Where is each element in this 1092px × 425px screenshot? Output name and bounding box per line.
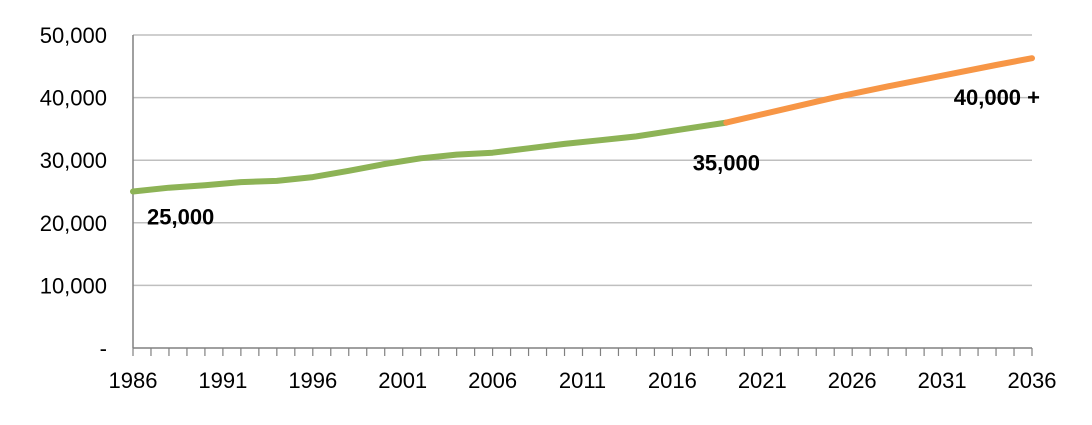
y-tick-label: 30,000 [40, 148, 107, 173]
x-tick-label: 2036 [1008, 368, 1057, 393]
data-label: 25,000 [147, 205, 214, 230]
data-annotations: 25,000 35,000 40,000 + [147, 85, 1040, 229]
x-tick-label: 2026 [828, 368, 877, 393]
x-tick-label: 1996 [288, 368, 337, 393]
y-tick-label: 40,000 [40, 86, 107, 111]
data-label: 35,000 [693, 151, 760, 176]
y-tick-label: 10,000 [40, 273, 107, 298]
x-tick-label: 2016 [648, 368, 697, 393]
data-label: 40,000 + [954, 85, 1040, 110]
x-tick-label: 1991 [198, 368, 247, 393]
x-tick-label: 2006 [468, 368, 517, 393]
x-tick-label: 2001 [378, 368, 427, 393]
tick-labels: - 10,000 20,000 30,000 40,000 50,000 1986 1991 1… [40, 23, 1057, 393]
historical-series-line [130, 119, 730, 195]
x-tick-label: 2021 [738, 368, 787, 393]
y-tick-label: 20,000 [40, 211, 107, 236]
x-tick-label: 2031 [918, 368, 967, 393]
y-tick-label: 50,000 [40, 23, 107, 48]
series-lines [130, 55, 1035, 195]
x-tick-label: 1986 [109, 368, 158, 393]
x-tick-label: 2011 [559, 368, 606, 393]
y-tick-label: - [100, 336, 107, 361]
projected-series-line [723, 55, 1035, 126]
gridlines [133, 34, 1032, 287]
